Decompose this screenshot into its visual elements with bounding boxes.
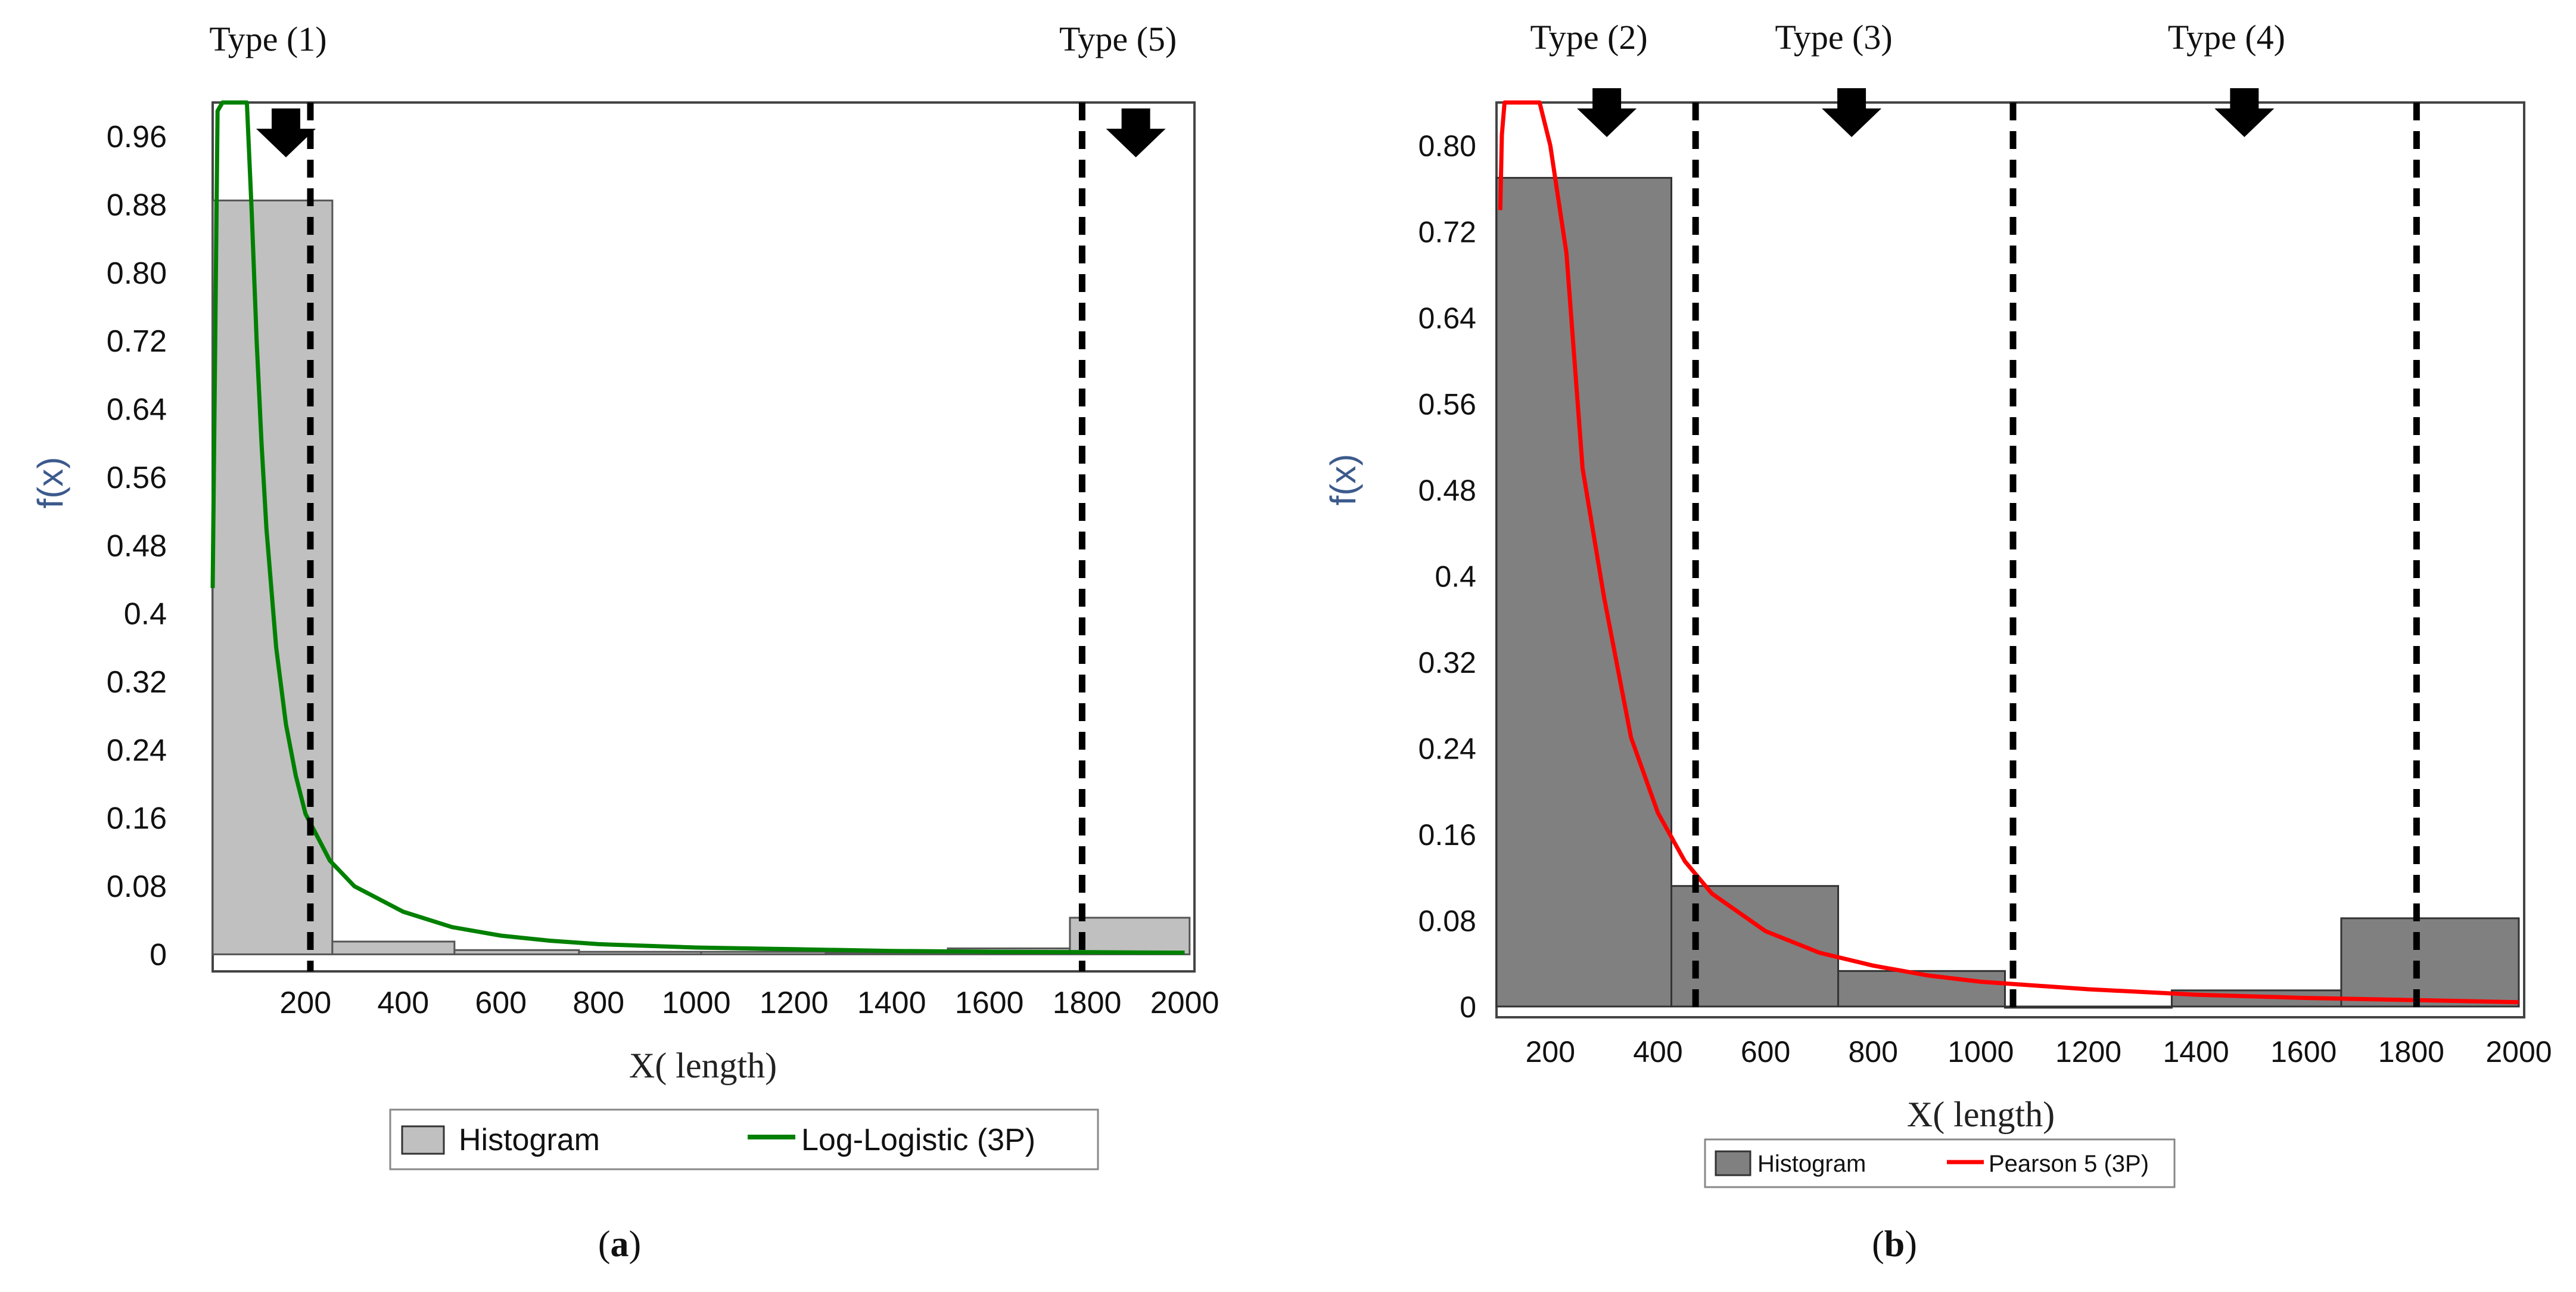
chart-b-arrows: Type (2) Type (3) Type (4) [1530, 18, 2285, 137]
chart-b-boundaries [1692, 103, 2420, 1017]
chart-b-y-tick-label: 0.4 [1435, 560, 1476, 594]
chart-b-histogram-bar [1837, 970, 2006, 1008]
chart-b-panel-label: (b) [1872, 1224, 1917, 1265]
chart-a-legend-curve-label: Log-Logistic (3P) [801, 1123, 1035, 1157]
chart-b-curve-line [1498, 100, 2519, 1005]
chart-b-y-tick-label: 0 [1460, 990, 1476, 1024]
chart-a-histogram-bar [700, 951, 827, 955]
chart-a-y-tick-label: 0.72 [107, 324, 167, 359]
chart-a-legend-histogram-swatch [401, 1125, 445, 1155]
chart-a-y-tick-label: 0.56 [107, 461, 167, 495]
chart-b-legend-curve-label: Pearson 5 (3P) [1989, 1151, 2149, 1177]
chart-a-x-tick-label: 1000 [662, 986, 731, 1020]
chart-a-y-tick-label: 0.96 [107, 120, 167, 154]
chart-a-x-tick-label: 1600 [955, 986, 1024, 1020]
chart-b-x-tick-label: 1200 [2055, 1035, 2121, 1069]
chart-b-x-tick-label: 1600 [2270, 1035, 2337, 1069]
chart-b-y-tick-label: 0.16 [1418, 818, 1476, 852]
chart-a-y-axis-label: f(x) [30, 457, 70, 509]
chart-b-y-axis-ticks: 0.80 0.72 0.64 0.56 0.48 0.4 0.32 0.24 0.16 0.08 0 [1418, 129, 1476, 1024]
chart-b-histogram-bar [1495, 176, 1673, 1008]
chart-a-histogram-bar [578, 951, 702, 955]
chart-a-y-tick-label: 0.24 [107, 733, 167, 768]
chart-a-x-tick-label: 1200 [760, 986, 829, 1020]
chart-b-x-tick-label: 800 [1848, 1035, 1897, 1069]
chart-b-down-arrow-icon [1577, 88, 1637, 137]
chart-b-down-arrow-icon [2214, 88, 2275, 137]
chart-b-type-label: Type (4) [2168, 18, 2285, 57]
chart-b-y-tick-label: 0.32 [1418, 646, 1476, 679]
chart-b-x-tick-label: 600 [1741, 1035, 1790, 1069]
chart-b-legend-histogram-label: Histogram [1757, 1151, 1866, 1177]
chart-b-y-tick-label: 0.48 [1418, 474, 1476, 507]
chart-b-x-tick-label: 1000 [1947, 1035, 2014, 1069]
chart-a-x-tick-label: 1800 [1053, 986, 1122, 1020]
chart-b-x-tick-label: 1400 [2163, 1035, 2229, 1069]
chart-b-y-axis-label: f(x) [1323, 454, 1363, 506]
chart-a-y-tick-label: 0.32 [107, 665, 167, 700]
chart-a-histogram-bar [1069, 917, 1191, 955]
chart-b-y-tick-label: 0.64 [1418, 302, 1476, 335]
chart-a-legend-histogram-label: Histogram [459, 1123, 600, 1157]
chart-a-boundaries [307, 103, 1085, 971]
chart-b-y-tick-label: 0.72 [1418, 216, 1476, 249]
chart-a-x-tick-label: 2000 [1150, 986, 1219, 1020]
chart-b-legend-box [1704, 1138, 2176, 1188]
chart-a-panel-label: (a) [598, 1224, 641, 1265]
chart-a-y-tick-label: 0.16 [107, 802, 167, 836]
chart-b-histogram [1495, 176, 2520, 1009]
chart-b-x-tick-label: 400 [1633, 1035, 1682, 1069]
chart-b-type-label: Type (2) [1530, 18, 1648, 57]
chart-a-legend-box [389, 1108, 1099, 1170]
chart-b-y-tick-label: 0.80 [1418, 129, 1476, 163]
chart-a-y-tick-label: 0.08 [107, 869, 167, 904]
chart-a-curve-line [210, 100, 1185, 955]
chart-b-x-tick-label: 200 [1526, 1035, 1575, 1069]
chart-a-plot-frame [211, 101, 1196, 973]
chart-a-x-tick-label: 800 [573, 986, 624, 1020]
chart-b-histogram-bar [2340, 917, 2520, 1008]
chart-a-x-tick-label: 400 [377, 986, 429, 1020]
chart-a-y-tick-label: 0 [150, 937, 167, 972]
chart-b-x-tick-label: 1800 [2378, 1035, 2444, 1069]
chart-a-down-arrow-icon [1106, 108, 1166, 157]
chart-b-y-tick-label: 0.56 [1418, 388, 1476, 421]
chart-a-y-axis-ticks: 0.96 0.88 0.80 0.72 0.64 0.56 0.48 0.4 0.32 0.24 0… [107, 120, 167, 972]
chart-a-x-axis-label: X( length) [629, 1046, 777, 1085]
chart-a: Type (1) Type (5) 200 400 600 800 1000 1200 140… [30, 20, 1219, 1265]
chart-a-y-tick-label: 0.64 [107, 393, 167, 427]
chart-b-histogram-bar [2003, 1005, 2173, 1009]
chart-b-histogram-bar [1670, 885, 1839, 1008]
chart-a-legend: Histogram Log-Logistic (3P) [389, 1108, 1099, 1170]
chart-a-y-tick-label: 0.48 [107, 529, 167, 563]
chart-b-type-label: Type (3) [1775, 18, 1892, 57]
chart-b-x-axis-ticks: 200 400 600 800 1000 1200 1400 1600 1800 2000 [1526, 1035, 2552, 1069]
chart-a-y-tick-label: 0.80 [107, 256, 167, 291]
chart-a-type-label: Type (1) [209, 20, 326, 58]
chart-a-x-tick-label: 600 [475, 986, 527, 1020]
chart-a-y-tick-label: 0.4 [124, 597, 167, 632]
chart-b-x-tick-label: 2000 [2485, 1035, 2552, 1069]
chart-a-y-tick-label: 0.88 [107, 188, 167, 223]
chart-a-x-tick-label: 1400 [857, 986, 926, 1020]
chart-b-y-tick-label: 0.08 [1418, 904, 1476, 937]
chart-a-x-axis-ticks: 200 400 600 800 1000 1200 1400 1600 1800 2000 [279, 986, 1219, 1020]
chart-b-legend: Histogram Pearson 5 (3P) [1704, 1138, 2176, 1188]
chart-a-x-tick-label: 200 [279, 986, 331, 1020]
chart-b-y-tick-label: 0.24 [1418, 732, 1476, 766]
chart-a-histogram-bar [331, 940, 456, 955]
chart-a-arrows: Type (1) Type (5) [209, 20, 1177, 157]
chart-a-histogram-bar [453, 949, 580, 955]
chart-a-down-arrow-icon [256, 108, 316, 157]
chart-b: Type (2) Type (3) Type (4) 200 400 600 800 100… [1323, 18, 2552, 1265]
chart-b-down-arrow-icon [1822, 88, 1882, 137]
chart-b-legend-histogram-swatch [1715, 1150, 1751, 1176]
chart-a-type-label: Type (5) [1059, 20, 1177, 58]
chart-b-x-axis-label: X( length) [1907, 1095, 2055, 1134]
